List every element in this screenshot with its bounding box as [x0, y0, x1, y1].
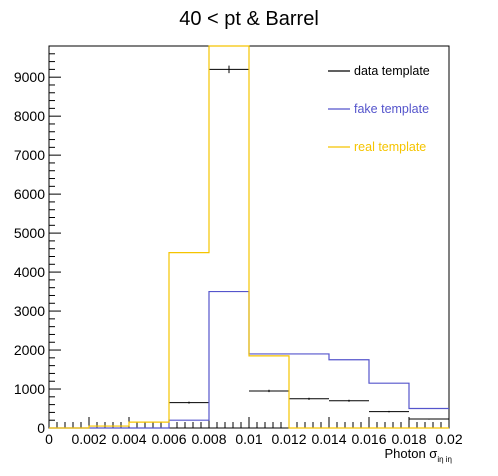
step-line-real-template — [49, 45, 449, 429]
x-tick-label: 0.014 — [311, 431, 346, 447]
x-tick-label: 0.018 — [391, 431, 426, 447]
y-tick-label: 5000 — [14, 225, 45, 241]
x-tick-label: 0.008 — [191, 431, 226, 447]
legend: data template fake template real template — [328, 64, 430, 154]
x-axis-label-subscript: iη iη — [437, 455, 452, 464]
x-tick-label: 0.02 — [435, 431, 462, 447]
legend-label: real template — [354, 140, 426, 154]
y-tick-label: 7000 — [14, 147, 45, 163]
y-tick-label: 0 — [37, 420, 45, 436]
x-axis-label-main: Photon σ — [384, 446, 437, 461]
y-tick-label: 4000 — [14, 264, 45, 280]
y-tick-label: 1000 — [14, 381, 45, 397]
legend-entry: real template — [328, 140, 426, 154]
y-tick-label: 8000 — [14, 108, 45, 124]
x-tick-label: 0 — [45, 431, 53, 447]
x-tick-label: 0.016 — [351, 431, 386, 447]
legend-entry: fake template — [328, 102, 429, 116]
y-tick-label: 2000 — [14, 342, 45, 358]
legend-label: data template — [354, 64, 430, 78]
x-tick-label: 0.006 — [151, 431, 186, 447]
legend-entry: data template — [328, 64, 430, 78]
x-tick-label: 0.01 — [235, 431, 262, 447]
axes: 0 0.002 0.004 0.006 0.008 0.01 0.012 0.014 0.016… — [14, 45, 463, 447]
x-tick-label: 0.002 — [71, 431, 106, 447]
x-axis-label: Photon σiη iη — [384, 446, 452, 464]
x-tick-label: 0.012 — [271, 431, 306, 447]
y-tick-label: 6000 — [14, 186, 45, 202]
y-tick-label: 9000 — [14, 69, 45, 85]
legend-label: fake template — [354, 102, 429, 116]
y-tick-label: 3000 — [14, 303, 45, 319]
chart-title: 40 < pt & Barrel — [179, 8, 319, 30]
plot-series — [49, 45, 449, 429]
x-tick-label: 0.004 — [111, 431, 146, 447]
